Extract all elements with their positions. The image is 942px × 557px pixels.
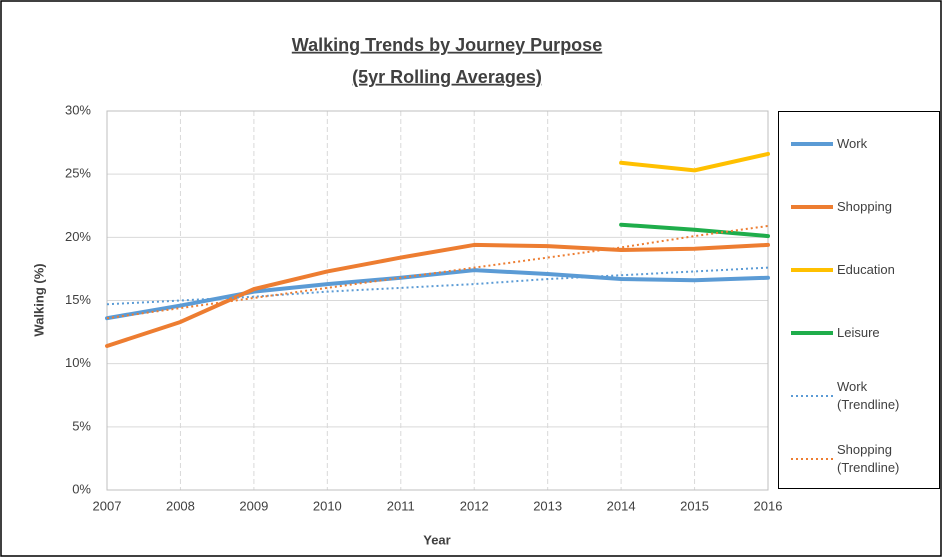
series-line <box>106 224 769 320</box>
x-tick-label: 2012 <box>460 498 489 513</box>
y-tick-label: 20% <box>65 229 91 244</box>
legend-label: Shopping (Trendline) <box>837 442 900 476</box>
plot-area-border <box>106 110 769 491</box>
x-tick-label: 2014 <box>607 498 636 513</box>
legend: Work Shopping Education Leisure Work (Trendl… <box>778 111 940 489</box>
legend-label: Work <box>837 135 868 151</box>
x-tick-label: 2013 <box>533 498 562 513</box>
legend-entry: Work (Trendline) <box>789 378 917 414</box>
legend-entry: Leisure <box>789 315 917 351</box>
y-tick-label: 15% <box>65 292 91 307</box>
chart-subtitle: (5yr Rolling Averages) <box>352 67 542 87</box>
series-line <box>106 266 769 306</box>
x-tick-label: 2009 <box>239 498 268 513</box>
series-line <box>619 151 770 173</box>
y-tick-label: 10% <box>65 355 91 370</box>
legend-entry: Shopping <box>789 189 917 225</box>
x-tick-label: 2011 <box>387 498 415 513</box>
legend-label: Education <box>837 261 895 277</box>
legend-swatch <box>791 204 833 209</box>
legend-entry: Shopping (Trendline) <box>789 441 917 477</box>
y-tick-label: 25% <box>65 166 91 181</box>
legend-label: Work (Trendline) <box>837 379 900 413</box>
x-tick-label: 2015 <box>680 498 709 513</box>
y-tick-label: 30% <box>65 102 91 117</box>
y-axis-label: Walking (%) <box>31 263 46 336</box>
legend-swatch <box>791 458 833 461</box>
legend-swatch <box>791 331 833 336</box>
legend-swatch <box>791 141 833 146</box>
legend-swatch <box>791 267 833 272</box>
x-axis-label: Year <box>423 532 450 547</box>
x-tick-label: 2007 <box>93 498 122 513</box>
legend-entry: Work <box>789 126 917 162</box>
chart-title: Walking Trends by Journey Purpose <box>292 35 602 55</box>
legend-label: Leisure <box>837 325 880 341</box>
y-tick-label: 0% <box>72 481 91 496</box>
y-tick-label: 5% <box>72 418 91 433</box>
legend-label: Shopping <box>837 198 892 214</box>
x-tick-label: 2016 <box>754 498 783 513</box>
x-tick-label: 2010 <box>313 498 342 513</box>
legend-swatch <box>791 395 833 398</box>
series-line <box>105 242 770 348</box>
legend-entry: Education <box>789 252 917 288</box>
x-tick-label: 2008 <box>166 498 195 513</box>
series-line <box>619 222 770 239</box>
